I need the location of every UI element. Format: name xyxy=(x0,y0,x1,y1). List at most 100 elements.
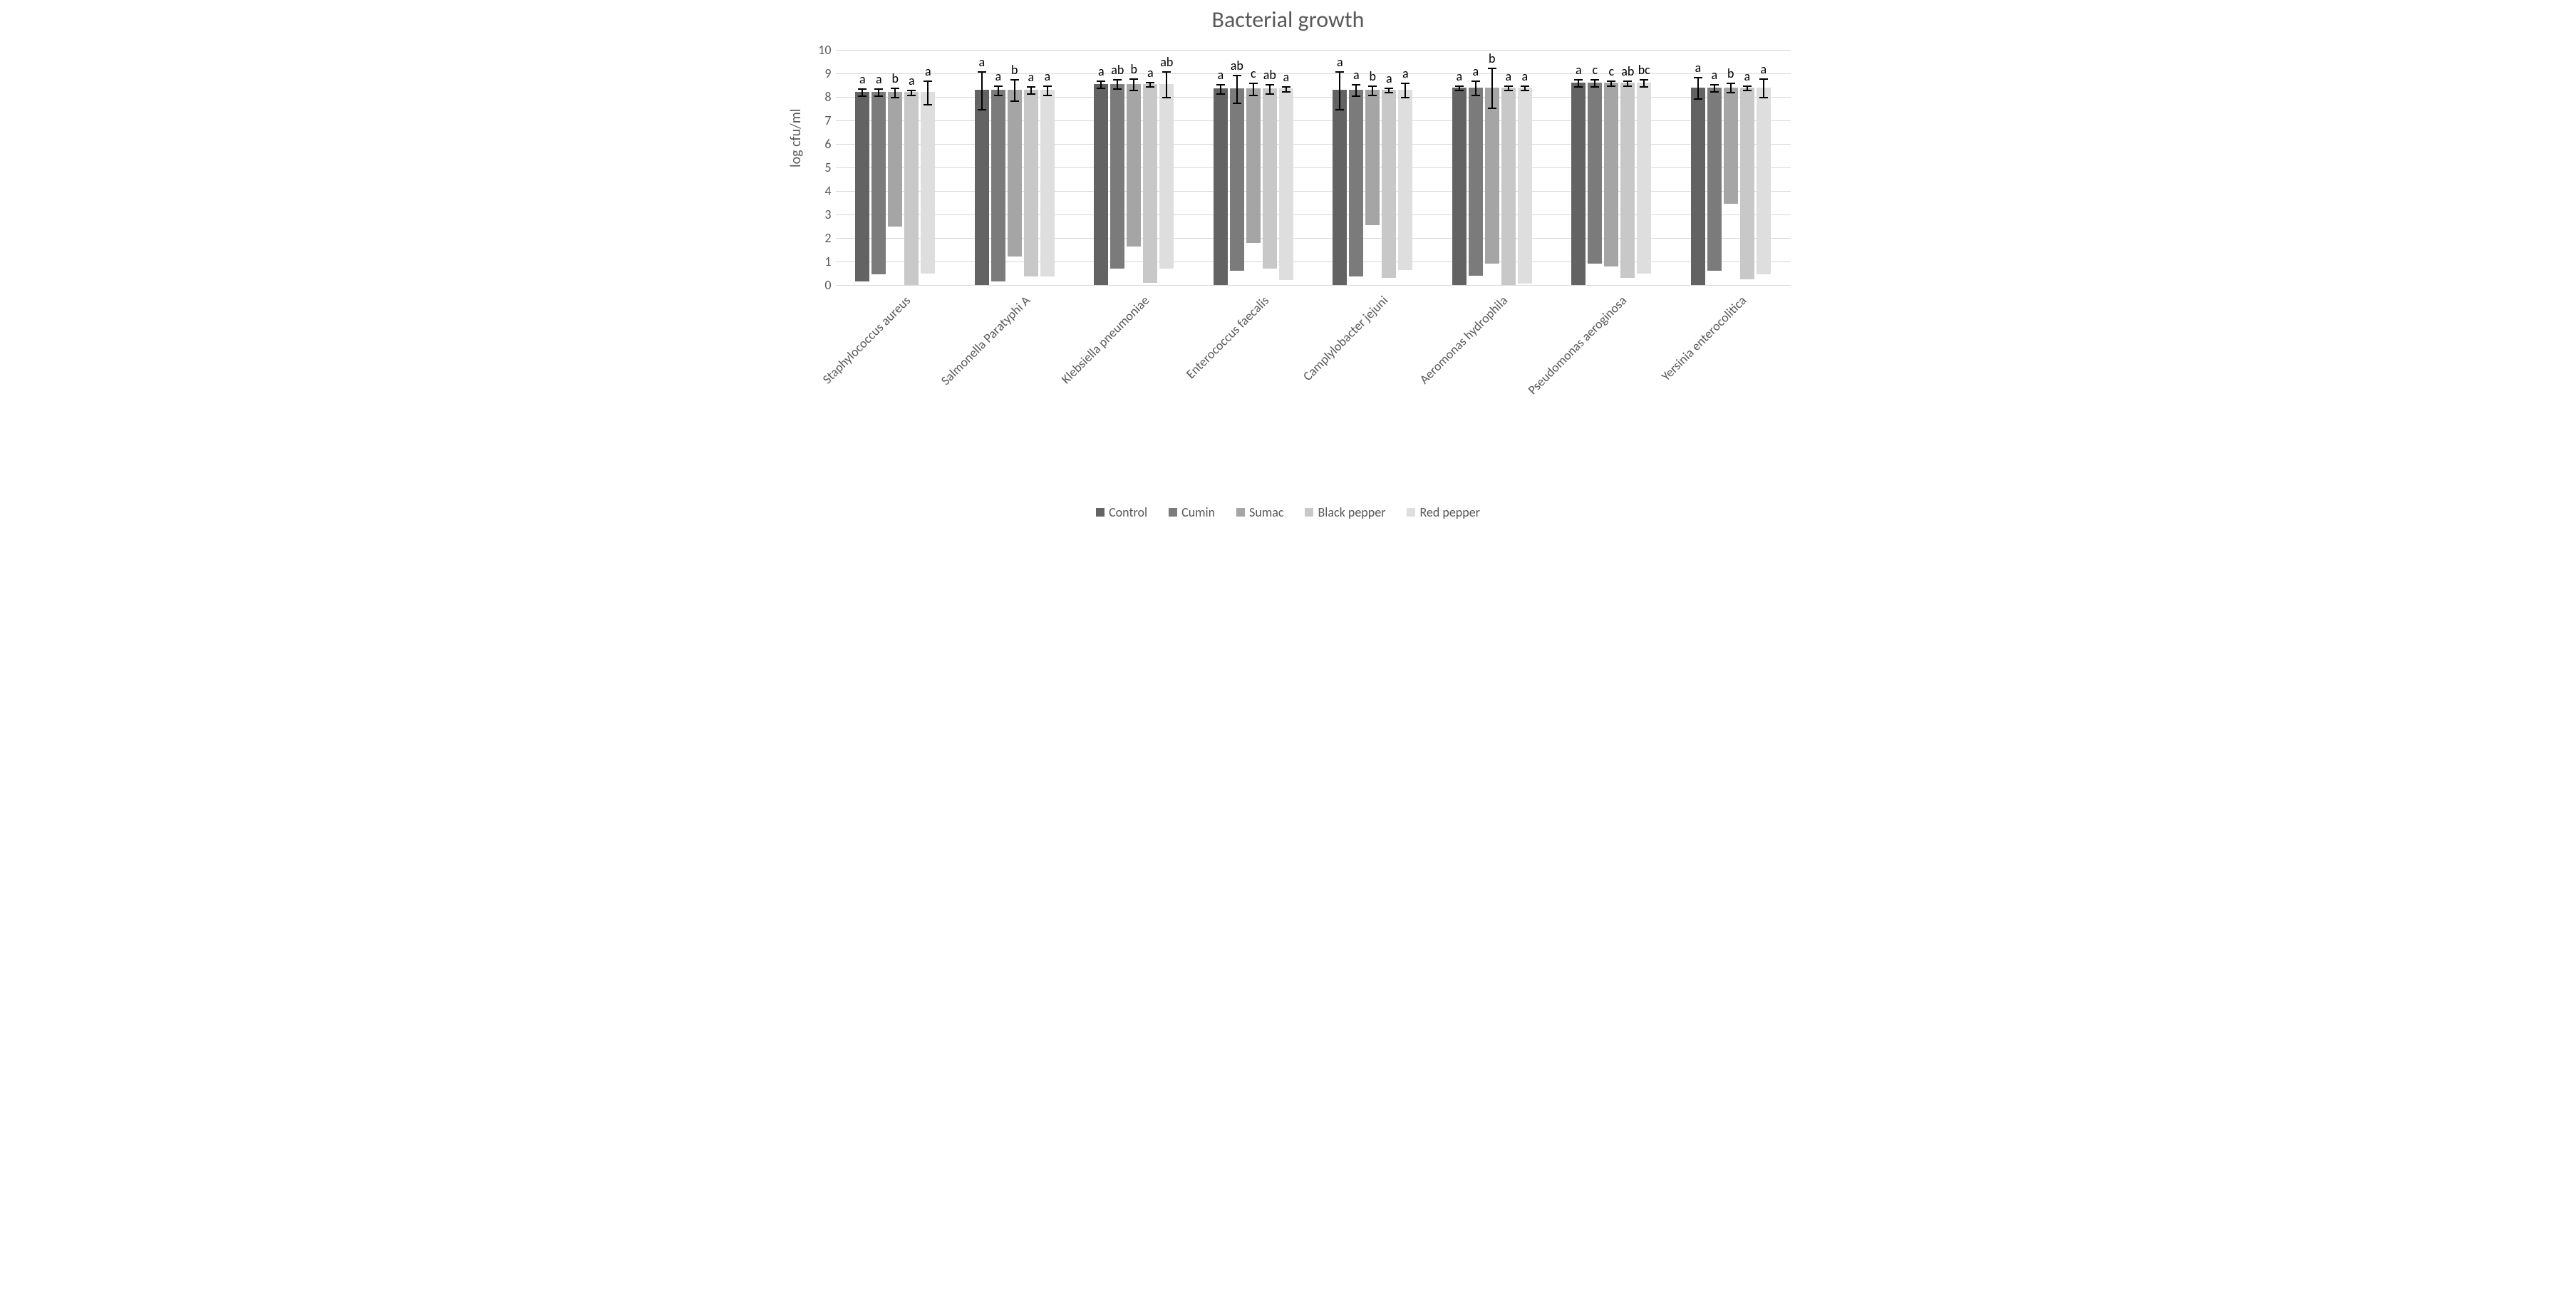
error-cap xyxy=(1162,71,1171,73)
error-cap xyxy=(924,104,932,105)
y-tick: 6 xyxy=(807,136,832,152)
significance-label: c xyxy=(1608,63,1614,79)
bar-group: aabaaYersinia enterocolitica xyxy=(1691,50,1771,285)
bar-group: aabbaabKlebsiella pneumoniae xyxy=(1094,50,1174,285)
significance-label: b xyxy=(1370,68,1376,84)
error-cap xyxy=(1640,79,1648,81)
bar: a xyxy=(1382,90,1396,278)
error-cap xyxy=(1335,109,1344,110)
error-bar xyxy=(1355,84,1357,96)
error-cap xyxy=(1504,90,1513,91)
y-axis-label: log cfu/ml xyxy=(787,109,805,167)
error-cap xyxy=(1368,86,1377,87)
error-cap xyxy=(1097,88,1105,89)
bar: b xyxy=(1008,90,1022,256)
error-bar xyxy=(927,81,929,104)
significance-label: a xyxy=(1576,62,1582,78)
significance-label: a xyxy=(1283,69,1289,85)
legend-swatch xyxy=(1096,508,1105,517)
legend-item: Control xyxy=(1096,504,1147,520)
legend-item: Cumin xyxy=(1169,504,1215,520)
significance-label: b xyxy=(1011,62,1018,78)
error-cap xyxy=(1401,97,1409,98)
error-cap xyxy=(907,95,916,96)
significance-label: ab xyxy=(1231,58,1243,73)
bar: ab xyxy=(1159,84,1174,269)
bar: a xyxy=(991,90,1005,281)
y-tick: 0 xyxy=(807,277,832,293)
error-cap xyxy=(1368,95,1377,96)
error-bar xyxy=(1253,83,1254,95)
significance-label: a xyxy=(1028,69,1034,85)
error-cap xyxy=(1455,90,1464,91)
bar: b xyxy=(1724,88,1738,204)
error-cap xyxy=(1146,86,1154,88)
error-cap xyxy=(1027,93,1035,95)
bar: a xyxy=(1333,90,1347,285)
significance-label: a xyxy=(1217,67,1224,83)
significance-label: bc xyxy=(1638,62,1650,78)
error-cap xyxy=(1694,98,1702,100)
y-tick: 5 xyxy=(807,160,832,175)
error-cap xyxy=(874,88,883,90)
error-cap xyxy=(1710,84,1719,86)
gridline xyxy=(836,285,1791,286)
error-cap xyxy=(1113,79,1122,81)
significance-label: ab xyxy=(1263,67,1276,83)
significance-label: b xyxy=(1131,61,1137,77)
x-tick-label: Camplylobacter jejuni xyxy=(1293,285,1392,384)
error-bar xyxy=(1491,68,1493,108)
error-cap xyxy=(1385,88,1393,89)
error-cap xyxy=(1043,95,1052,96)
x-tick-label: Staphylococcus aureus xyxy=(812,285,914,387)
error-bar xyxy=(1236,75,1238,103)
error-cap xyxy=(1455,86,1464,87)
bars: aabaa xyxy=(975,90,1055,285)
error-bar xyxy=(1133,78,1134,90)
error-cap xyxy=(1488,68,1496,69)
y-tick: 1 xyxy=(807,254,832,269)
significance-label: a xyxy=(1353,67,1360,83)
legend-swatch xyxy=(1305,508,1313,517)
bar-group: aabaaCamplylobacter jejuni xyxy=(1333,50,1412,285)
error-cap xyxy=(1129,78,1138,80)
error-cap xyxy=(1335,71,1344,73)
bar: a xyxy=(1571,83,1586,285)
significance-label: b xyxy=(1727,66,1734,81)
significance-label: b xyxy=(892,71,899,86)
bar: c xyxy=(1604,83,1618,266)
significance-label: a xyxy=(1695,60,1701,76)
bar: a xyxy=(1398,90,1412,269)
error-cap xyxy=(1216,84,1225,86)
x-tick-label: Aeromonas hydrophila xyxy=(1409,285,1511,387)
x-tick-label: Yersinia enterocolitica xyxy=(1650,285,1749,384)
bar: a xyxy=(921,92,935,273)
legend-label: Sumac xyxy=(1249,504,1283,520)
error-cap xyxy=(994,95,1003,96)
legend-swatch xyxy=(1236,508,1245,517)
error-cap xyxy=(1743,90,1752,91)
significance-label: c xyxy=(1592,62,1598,78)
significance-label: a xyxy=(925,63,931,79)
error-cap xyxy=(1266,93,1274,95)
error-bar xyxy=(1405,83,1406,97)
error-cap xyxy=(1590,79,1599,81)
error-cap xyxy=(891,97,899,98)
error-cap xyxy=(1607,86,1615,87)
x-tick-label: Enterococcus faecalis xyxy=(1175,285,1272,382)
significance-label: a xyxy=(1098,63,1105,79)
bar: b xyxy=(888,92,902,226)
significance-label: a xyxy=(1044,68,1050,84)
bar: a xyxy=(1349,90,1363,276)
bar-group: aabaaAeromonas hydrophila xyxy=(1452,50,1532,285)
error-cap xyxy=(1282,86,1290,88)
bars: aabaa xyxy=(1691,88,1771,285)
significance-label: ab xyxy=(1111,62,1124,78)
bar: ab xyxy=(1263,88,1277,268)
significance-label: ab xyxy=(1160,54,1173,70)
error-cap xyxy=(1759,97,1768,98)
significance-label: a xyxy=(1711,67,1717,83)
error-cap xyxy=(1010,100,1019,102)
bar: a xyxy=(1740,88,1754,279)
significance-label: a xyxy=(978,54,985,70)
